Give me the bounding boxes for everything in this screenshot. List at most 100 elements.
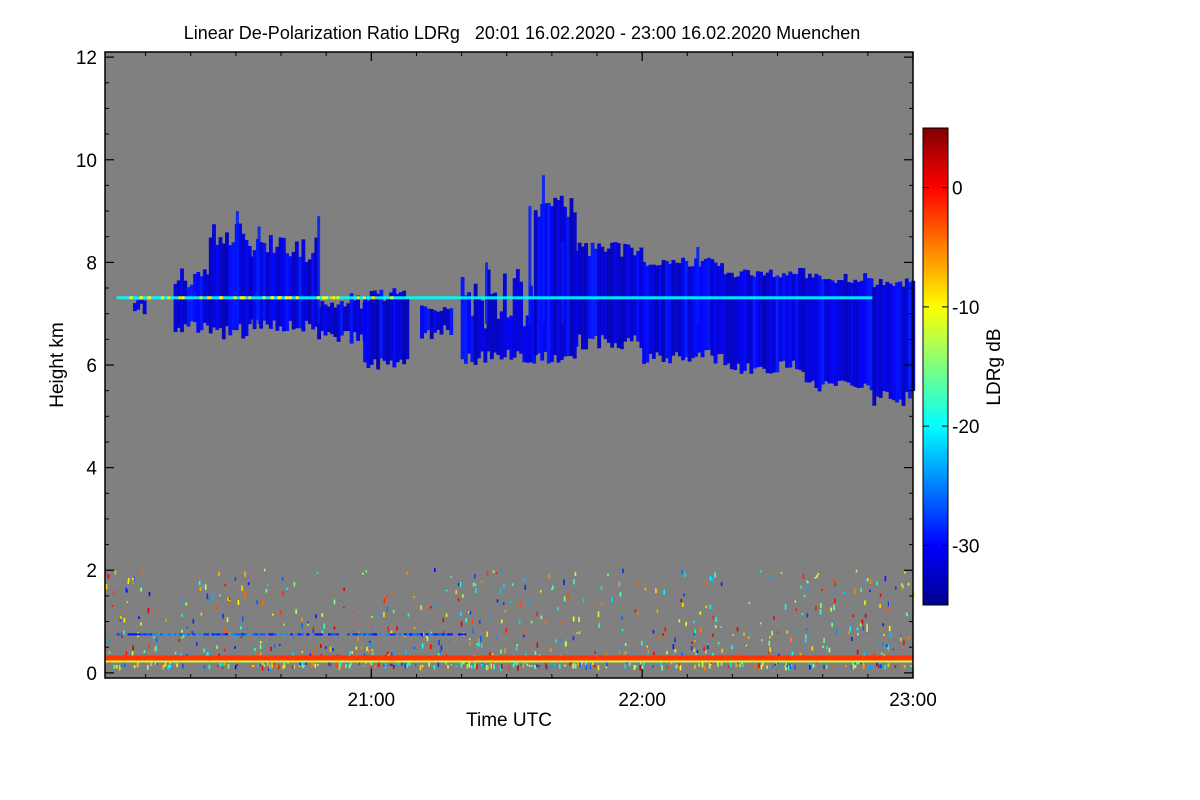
cloud-column xyxy=(228,245,233,336)
speckle xyxy=(270,646,272,652)
speckle xyxy=(712,615,715,620)
speckle xyxy=(460,621,463,627)
cloud-column xyxy=(827,279,832,384)
speckle xyxy=(460,663,463,668)
cloud-column xyxy=(537,216,541,354)
speckle xyxy=(142,567,145,573)
speckle xyxy=(553,663,555,667)
layer-highlight xyxy=(161,296,165,300)
cloud-column xyxy=(778,277,783,362)
speckle xyxy=(634,665,637,669)
speckle xyxy=(619,581,622,584)
speckle xyxy=(333,599,336,605)
speckle xyxy=(655,588,657,594)
speckle xyxy=(283,662,286,669)
speckle xyxy=(560,638,562,642)
cloud-column xyxy=(288,256,293,321)
cloud-column xyxy=(843,273,848,382)
layer-highlight xyxy=(330,296,334,300)
speckle xyxy=(889,632,892,638)
speckle xyxy=(858,662,860,665)
speckle xyxy=(405,649,407,655)
cloud-column xyxy=(762,275,767,369)
cloud-column xyxy=(275,246,280,331)
speckle xyxy=(481,663,483,666)
speckle xyxy=(481,663,483,668)
speckle xyxy=(437,661,440,667)
speckle xyxy=(429,644,432,650)
speckle xyxy=(523,578,525,582)
speckle xyxy=(663,589,666,595)
cloud-column xyxy=(206,274,210,326)
speckle xyxy=(455,590,457,594)
low-band-pixel xyxy=(165,633,169,636)
speckle xyxy=(860,662,863,665)
cloud-column xyxy=(648,264,653,354)
cloud-column xyxy=(833,282,838,386)
cloud-column xyxy=(304,261,309,321)
speckle xyxy=(706,580,708,586)
speckle xyxy=(524,584,527,590)
speckle xyxy=(830,607,832,612)
low-band-pixel xyxy=(241,633,245,636)
cloud-column xyxy=(480,300,485,352)
speckle xyxy=(126,590,129,593)
cloud-column xyxy=(658,264,663,356)
speckle xyxy=(564,664,566,667)
cloud-column xyxy=(311,252,316,330)
low-band-pixel xyxy=(330,633,334,636)
speckle xyxy=(794,600,797,603)
speckle xyxy=(279,643,281,647)
cloud-column xyxy=(402,290,407,365)
speckle xyxy=(754,664,757,670)
speckle xyxy=(680,598,682,603)
cloud-column xyxy=(326,306,331,333)
speckle xyxy=(806,585,809,591)
cloud-column xyxy=(882,285,886,392)
cloud-column xyxy=(703,258,708,351)
speckle xyxy=(455,665,458,667)
cloud-column xyxy=(212,224,216,328)
speckle xyxy=(490,663,492,669)
speckle xyxy=(167,665,170,670)
speckle xyxy=(862,625,865,631)
speckle xyxy=(261,665,264,671)
low-band-pixel xyxy=(154,633,158,636)
speckle xyxy=(370,652,373,655)
speckle xyxy=(708,663,711,669)
speckle xyxy=(803,594,806,597)
speckle xyxy=(660,662,663,666)
cloud-column xyxy=(359,308,364,335)
speckle xyxy=(681,570,683,575)
layer-highlight xyxy=(220,296,224,300)
speckle xyxy=(301,623,303,629)
speckle xyxy=(809,664,811,670)
speckle xyxy=(685,621,687,627)
speckle xyxy=(869,578,872,585)
speckle xyxy=(863,652,866,657)
speckle xyxy=(589,664,592,669)
cloud-column xyxy=(225,232,229,327)
speckle xyxy=(259,644,262,650)
speckle xyxy=(493,664,495,670)
speckle xyxy=(491,662,493,668)
cloud-column xyxy=(713,262,718,364)
low-band-pixel xyxy=(203,633,207,636)
speckle xyxy=(693,620,695,624)
speckle xyxy=(277,664,280,670)
speckle xyxy=(165,618,167,622)
speckle xyxy=(569,662,571,666)
x-tick-label: 23:00 xyxy=(889,690,937,711)
speckle xyxy=(301,651,304,653)
speckle xyxy=(115,665,118,669)
speckle xyxy=(694,629,696,634)
speckle xyxy=(647,649,650,654)
speckle xyxy=(578,618,580,621)
speckle xyxy=(530,620,533,624)
speckle xyxy=(551,588,553,590)
cloud-column xyxy=(898,281,903,400)
speckle xyxy=(301,664,304,669)
cloud-column xyxy=(798,267,803,370)
speckle xyxy=(370,663,373,670)
speckle xyxy=(247,582,250,586)
